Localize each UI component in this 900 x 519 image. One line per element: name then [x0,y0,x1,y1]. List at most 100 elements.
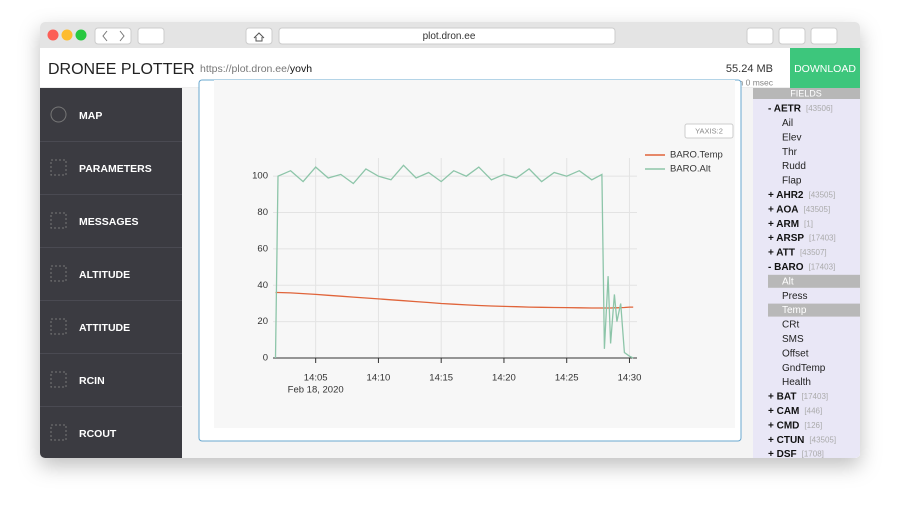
x-tick-label: 14:30 [618,373,642,384]
file-size: 55.24 MB [726,63,773,75]
yaxis-button[interactable] [684,123,734,139]
field-group[interactable]: - BARO [768,262,804,273]
x-tick-label: 14:05 [304,373,328,384]
field-group[interactable]: + CAM [768,406,799,417]
sidebar-label: MESSAGES [79,216,139,228]
y-tick-label: 60 [257,243,268,254]
field-item[interactable]: Rudd [782,161,806,172]
home-icon [253,32,265,42]
brand: DRONEE PLOTTER [48,61,195,78]
x-tick-label: 14:15 [429,373,453,384]
series-line [274,164,634,359]
field-item[interactable]: Ail [782,118,793,129]
sidebar-label: RCIN [79,375,105,387]
sidebar-label: MAP [79,110,102,122]
date-label: Feb 18, 2020 [288,385,344,396]
sidebar-icon [50,265,67,282]
sidebar-icon [50,106,67,123]
field-count: [43507] [800,248,827,257]
field-count: [446] [804,407,822,416]
plot-card [214,80,735,428]
sidebar-icon [50,212,67,229]
field-group[interactable]: + ATT [768,248,795,259]
address-text: plot.dron.ee [423,31,476,42]
sidebar-item[interactable] [40,354,182,407]
sidebar-label: PARAMETERS [79,163,152,175]
sidebar-icon [50,159,67,176]
sidebar-label: ATTITUDE [79,322,130,334]
field-count: [1] [804,219,813,228]
field-item[interactable]: Temp [782,305,807,316]
window: plot.dron.ee DRONEE PLOTTER https://plot… [40,22,860,460]
field-count: [17403] [809,234,836,243]
legend-label[interactable]: BARO.Temp [670,150,723,161]
close-button[interactable] [47,29,59,41]
field-count: [17403] [809,263,836,272]
field-item[interactable]: Offset [782,348,809,359]
sidebar-label: RCOUT [79,428,117,440]
share-button[interactable] [778,27,806,45]
yaxis-label: YAXIS:2 [695,126,723,135]
field-group[interactable]: + CMD [768,420,799,431]
y-tick-label: 0 [263,353,268,364]
field-count: [43505] [803,205,830,214]
nav-arrows [102,30,125,42]
sidebar-icon [50,318,67,335]
url-prefix: https://plot.dron.ee/ [200,63,290,75]
field-group[interactable]: + ARM [768,219,799,230]
url-id: yovh [290,63,312,75]
field-group[interactable]: + ARSP [768,233,804,244]
fields-title: FIELDS [790,88,822,98]
field-group[interactable]: + AOA [768,204,798,215]
tabs-button[interactable] [810,27,838,45]
field-selected [768,274,860,288]
field-count: [17403] [801,392,828,401]
sidebar-item[interactable] [40,89,182,142]
sidebar-icon [50,424,67,441]
field-item[interactable]: Thr [782,147,798,158]
fields-header [753,88,860,99]
x-tick-label: 14:10 [367,373,391,384]
url: https://plot.dron.ee/yovh [200,63,312,75]
series-line [275,291,634,309]
sidebar-icon [50,371,67,388]
minimize-button[interactable] [61,29,73,41]
field-item[interactable]: Alt [782,276,794,287]
sidebar-button[interactable] [137,27,165,45]
field-group[interactable]: + BAT [768,392,796,403]
field-item[interactable]: GndTemp [782,363,826,374]
field-group[interactable]: + CTUN [768,435,804,446]
home-button[interactable] [245,27,273,45]
zoom-button[interactable] [75,29,87,41]
y-tick-label: 80 [257,207,268,218]
field-selected [768,303,860,317]
address-bar[interactable] [278,27,616,45]
y-tick-label: 20 [257,316,268,327]
x-tick-label: 14:25 [555,373,579,384]
field-count: [43505] [808,191,835,200]
field-item[interactable]: Press [782,291,808,302]
y-tick-label: 100 [252,171,268,182]
field-group[interactable]: + DSF [768,449,797,460]
nav-buttons[interactable] [94,27,132,45]
download-button[interactable] [746,27,774,45]
download-label: DOWNLOAD [794,63,856,75]
field-count: [43505] [809,435,836,444]
field-group[interactable]: - AETR [768,104,802,115]
sidebar-label: ALTITUDE [79,269,130,281]
field-item[interactable]: Health [782,377,811,388]
field-item[interactable]: CRt [782,320,799,331]
field-count: [126] [804,421,822,430]
x-tick-label: 14:20 [492,373,516,384]
y-tick-label: 40 [257,280,268,291]
legend-label[interactable]: BARO.Alt [670,164,711,175]
field-count: [1708] [802,450,824,459]
fields-panel [753,88,860,458]
field-item[interactable]: Flap [782,176,802,187]
field-item[interactable]: SMS [782,334,804,345]
field-item[interactable]: Elev [782,132,801,143]
download[interactable] [790,48,860,88]
field-group[interactable]: + AHR2 [768,190,804,201]
